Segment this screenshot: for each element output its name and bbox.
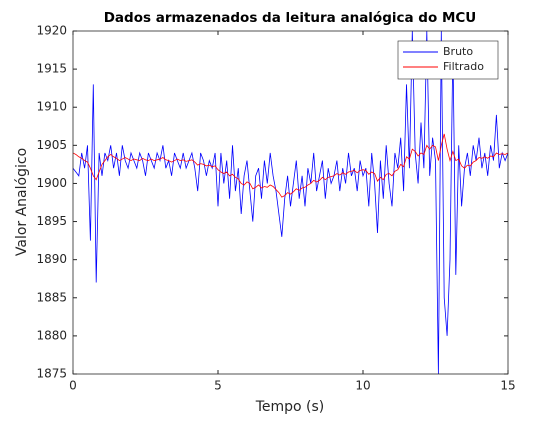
y-tick-label: 1900 bbox=[36, 176, 67, 190]
chart-title: Dados armazenados da leitura analógica d… bbox=[104, 10, 477, 26]
x-tick-label: 5 bbox=[214, 379, 222, 393]
y-tick-label: 1905 bbox=[36, 138, 67, 152]
legend-label: Filtrado bbox=[443, 60, 484, 73]
y-tick-label: 1915 bbox=[36, 62, 67, 76]
y-tick-label: 1910 bbox=[36, 100, 67, 114]
series-line bbox=[73, 133, 508, 198]
y-tick-label: 1875 bbox=[36, 367, 67, 381]
y-tick-label: 1890 bbox=[36, 252, 67, 266]
x-tick-label: 0 bbox=[69, 379, 77, 393]
series-line bbox=[73, 31, 508, 374]
axes-box bbox=[72, 30, 509, 375]
plot-lines bbox=[73, 31, 508, 374]
legend-box bbox=[397, 40, 499, 80]
y-tick-label: 1880 bbox=[36, 328, 67, 342]
y-tick-label: 1895 bbox=[36, 214, 67, 228]
x-tick-label: 15 bbox=[500, 379, 515, 393]
y-tick-label: 1920 bbox=[36, 24, 67, 38]
y-tick-label: 1885 bbox=[36, 290, 67, 304]
x-tick-label: 10 bbox=[355, 379, 370, 393]
y-axis-label: Valor Analógico bbox=[14, 148, 30, 256]
legend-label: Bruto bbox=[443, 45, 473, 58]
x-axis-label: Tempo (s) bbox=[255, 399, 325, 415]
